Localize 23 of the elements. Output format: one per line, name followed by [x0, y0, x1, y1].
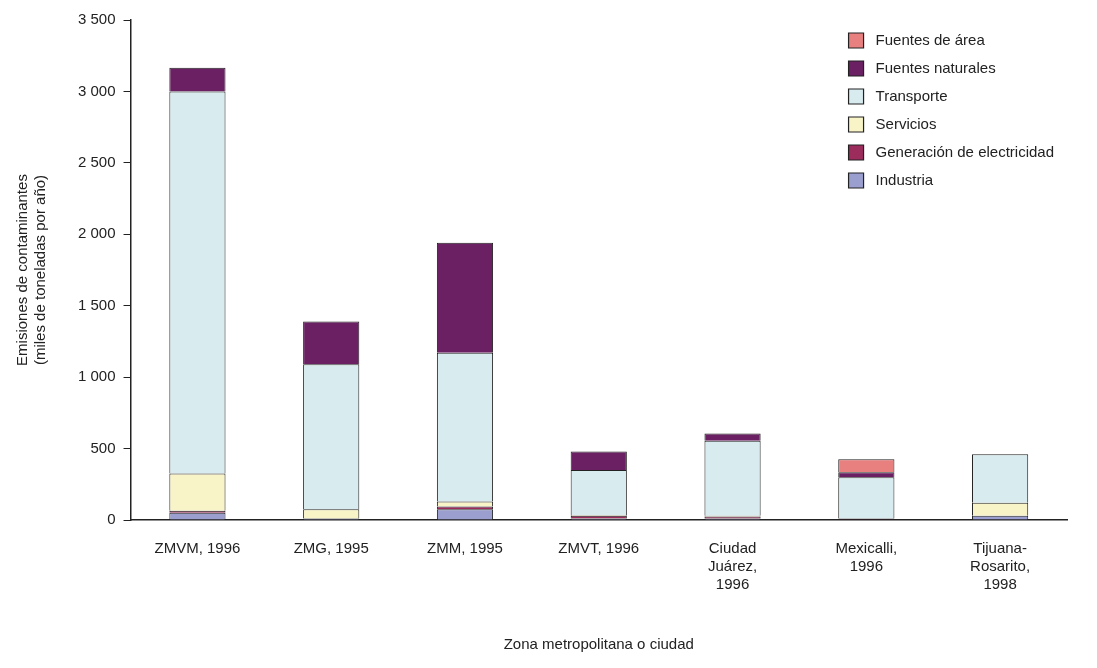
legend-label: Transporte — [875, 87, 948, 105]
y-tick-label: 1 000 — [77, 367, 116, 385]
y-tick-label: 2 000 — [77, 224, 116, 242]
y-tick-label: 500 — [90, 438, 116, 456]
x-tick-label: Ciudad Juárez, 1996 — [707, 539, 758, 593]
legend-label: Fuentes naturales — [875, 59, 996, 77]
y-axis-title: Emisiones de contaminantes (miles de toneladas por año) — [13, 174, 49, 366]
y-tick-label: 0 — [107, 510, 116, 528]
y-tick-label: 1 500 — [77, 295, 116, 313]
y-tick-label: 2 500 — [77, 153, 116, 170]
legend-label: Fuentes de área — [875, 31, 986, 49]
legend-label: Industria — [875, 171, 934, 189]
x-tick-label: ZMM, 1995 — [427, 539, 503, 557]
x-tick-label: Mexicalli, 1996 — [835, 539, 898, 575]
x-tick-label: ZMG, 1995 — [293, 539, 369, 557]
y-tick-label: 3 500 — [77, 10, 116, 28]
x-axis-title: Zona metropolitana o ciudad — [503, 635, 694, 653]
x-tick-label: ZMVM, 1996 — [154, 539, 241, 557]
x-tick-label: ZMVT, 1996 — [558, 539, 640, 557]
legend-label: Generación de electricidad — [875, 143, 1055, 161]
y-tick-label: 3 000 — [77, 81, 116, 99]
legend-label: Servicios — [875, 115, 937, 133]
x-tick-label: Tijuana-Rosarito, 1998 — [970, 539, 1031, 593]
